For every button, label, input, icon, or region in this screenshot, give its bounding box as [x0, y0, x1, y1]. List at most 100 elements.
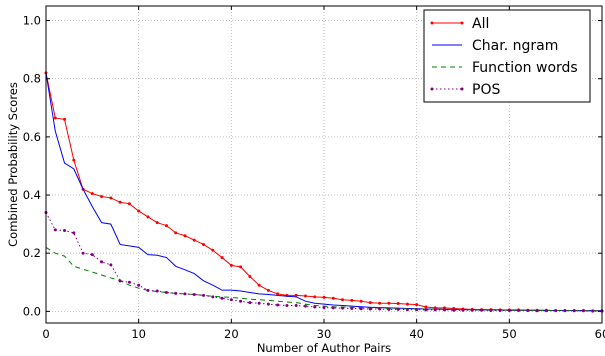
- data-point: [303, 304, 307, 308]
- data-point: [192, 238, 196, 242]
- x-tick-label: 20: [224, 327, 239, 341]
- data-point: [72, 158, 76, 162]
- data-point: [211, 295, 215, 299]
- legend-item: Function words: [432, 60, 578, 76]
- data-point: [424, 305, 428, 309]
- data-point: [591, 309, 595, 313]
- y-tick-label: 0.2: [23, 246, 41, 260]
- data-point: [53, 228, 57, 232]
- data-point: [581, 309, 585, 313]
- data-point: [174, 291, 178, 295]
- data-point: [359, 307, 363, 311]
- data-point: [368, 307, 372, 311]
- y-tick-label: 0.0: [23, 304, 41, 318]
- data-point: [396, 307, 400, 311]
- data-point: [313, 305, 317, 309]
- data-point: [452, 308, 456, 312]
- y-tick-label: 1.0: [23, 14, 41, 28]
- legend-item: POS: [430, 82, 500, 98]
- data-point: [405, 302, 409, 306]
- data-point: [331, 306, 335, 310]
- data-point: [127, 280, 131, 284]
- data-point: [220, 256, 224, 260]
- data-point: [517, 308, 521, 312]
- x-tick-label: 10: [131, 327, 146, 341]
- data-point: [183, 234, 187, 238]
- x-tick-label: 40: [409, 327, 424, 341]
- data-point: [285, 304, 289, 308]
- data-point: [442, 308, 446, 312]
- data-point: [554, 309, 558, 313]
- data-point: [378, 307, 382, 311]
- data-point: [535, 309, 539, 313]
- x-axis-label: Number of Author Pairs: [257, 341, 391, 355]
- data-point: [433, 308, 437, 312]
- data-point: [350, 298, 354, 302]
- data-point: [294, 293, 298, 297]
- data-point: [202, 242, 206, 246]
- data-point: [313, 295, 317, 299]
- legend-item: Char. ngram: [432, 38, 558, 54]
- data-point: [572, 309, 576, 313]
- data-point: [109, 263, 113, 267]
- y-axis-label: Combined Probability Scores: [6, 82, 20, 247]
- data-point: [470, 308, 474, 312]
- legend: All Char. ngram Function words POS: [423, 9, 591, 103]
- data-point: [257, 301, 261, 305]
- legend-marker: [430, 87, 434, 91]
- legend-marker: [460, 21, 464, 25]
- legend-marker: [460, 87, 464, 91]
- data-point: [480, 308, 484, 312]
- x-tick-label: 30: [317, 327, 332, 341]
- data-point: [248, 301, 252, 305]
- y-tick-label: 0.4: [23, 188, 41, 202]
- data-point: [498, 308, 502, 312]
- data-point: [341, 306, 345, 310]
- data-point: [276, 303, 280, 307]
- data-point: [526, 308, 530, 312]
- data-point: [155, 221, 159, 225]
- data-point: [544, 309, 548, 313]
- x-tick-label: 0: [42, 327, 49, 341]
- data-point: [322, 306, 326, 310]
- legend-label: All: [472, 16, 489, 32]
- data-point: [127, 202, 131, 206]
- series-3: [44, 210, 604, 313]
- data-point: [424, 308, 428, 312]
- axis-ticks: 0 10 20 30 40 50 60 0.0 0.2 0.4 0.6 0.8 1.0: [23, 6, 605, 341]
- data-point: [368, 301, 372, 305]
- data-point: [155, 289, 159, 293]
- data-point: [303, 294, 307, 298]
- data-point: [396, 302, 400, 306]
- legend-label: POS: [472, 82, 500, 98]
- data-point: [239, 299, 243, 303]
- legend-item: All: [430, 16, 489, 32]
- data-point: [461, 308, 465, 312]
- data-point: [90, 253, 94, 257]
- data-point: [211, 248, 215, 252]
- legend-label: Function words: [472, 60, 578, 76]
- data-point: [359, 299, 363, 303]
- data-point: [53, 116, 57, 120]
- data-point: [63, 229, 67, 233]
- data-point: [118, 279, 122, 283]
- y-tick-label: 0.8: [23, 72, 41, 86]
- data-point: [239, 265, 243, 269]
- x-tick-label: 50: [502, 327, 517, 341]
- data-point: [63, 117, 67, 121]
- data-point: [341, 298, 345, 302]
- data-point: [563, 309, 567, 313]
- data-point: [266, 302, 270, 306]
- data-point: [350, 306, 354, 310]
- data-point: [146, 215, 150, 219]
- data-point: [266, 288, 270, 292]
- data-point: [100, 194, 104, 198]
- data-point: [331, 296, 335, 300]
- data-point: [109, 196, 113, 200]
- data-point: [137, 283, 141, 287]
- data-point: [146, 288, 150, 292]
- data-point: [489, 308, 493, 312]
- data-point: [415, 303, 419, 307]
- series-lines: [44, 71, 604, 313]
